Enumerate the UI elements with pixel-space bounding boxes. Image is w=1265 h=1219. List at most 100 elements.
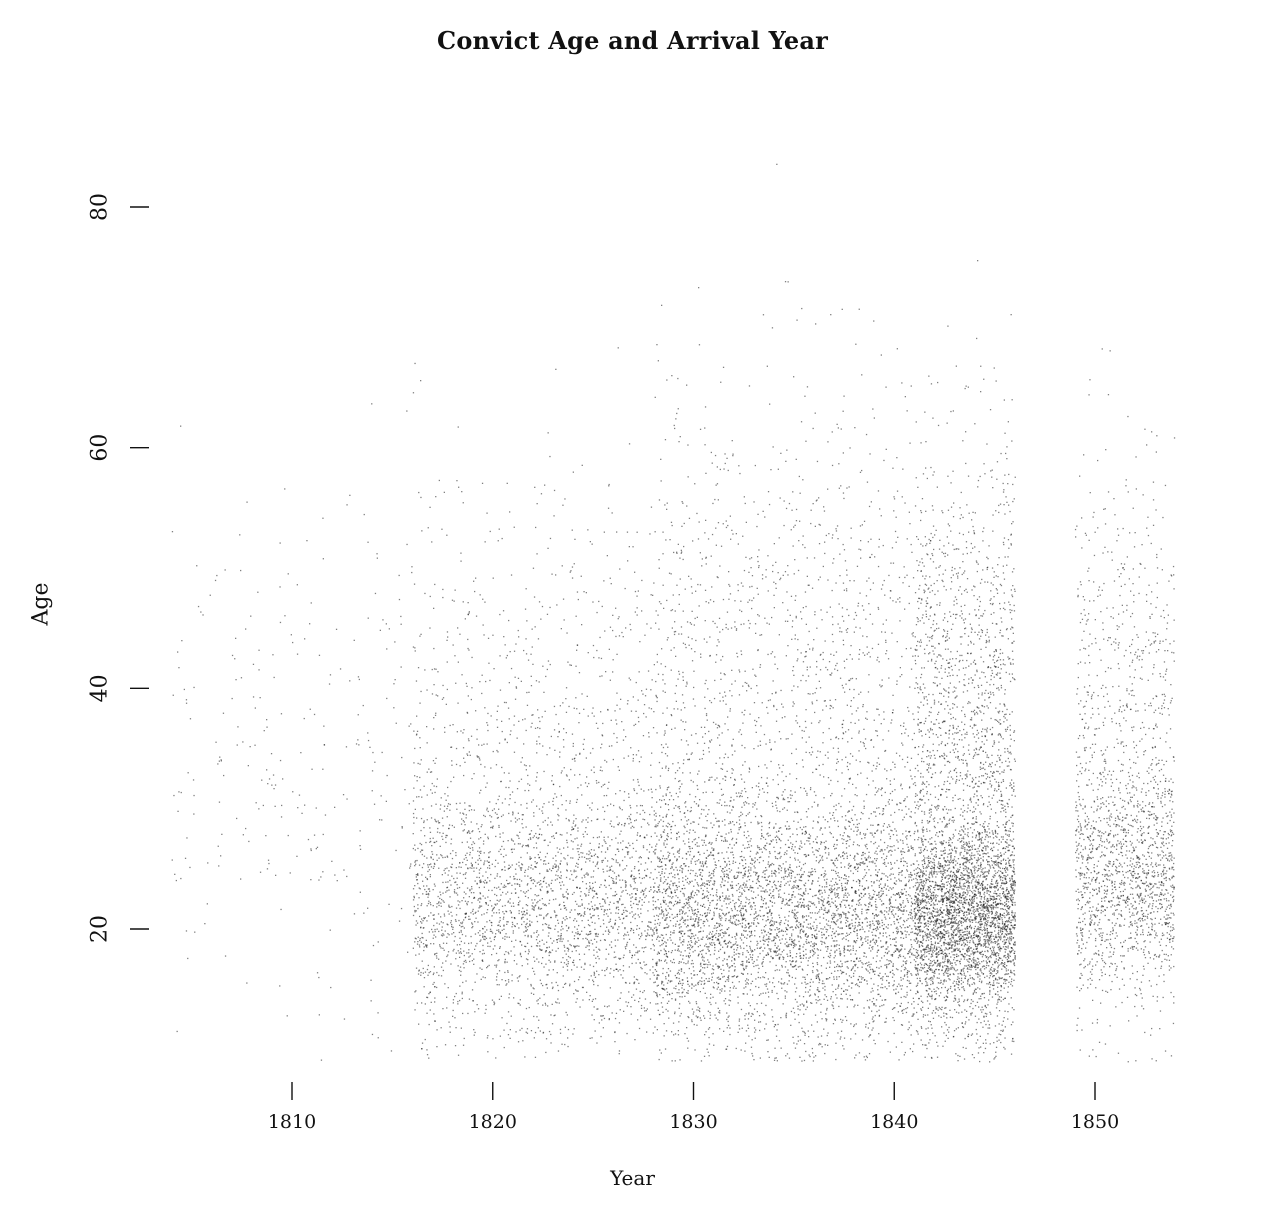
data-point <box>565 774 568 776</box>
data-point <box>471 857 473 859</box>
data-point <box>524 871 526 873</box>
data-point <box>436 928 438 930</box>
data-point <box>452 928 454 930</box>
data-point <box>422 972 424 974</box>
data-point <box>427 864 429 866</box>
data-point <box>579 905 581 907</box>
data-point <box>510 730 512 732</box>
data-point <box>567 940 569 942</box>
data-point <box>676 949 679 952</box>
data-point <box>549 606 551 609</box>
data-point <box>418 864 421 866</box>
data-point <box>519 1029 521 1031</box>
data-point <box>608 745 611 747</box>
data-point <box>663 901 666 904</box>
data-point <box>618 806 621 808</box>
data-point <box>908 879 910 881</box>
data-point <box>463 774 465 777</box>
data-point <box>516 819 518 821</box>
data-point <box>414 849 416 851</box>
data-point <box>694 909 697 911</box>
data-point <box>546 983 548 986</box>
data-point <box>601 860 603 862</box>
data-point <box>642 991 644 994</box>
data-point <box>377 1012 379 1014</box>
data-point <box>767 937 770 940</box>
data-point <box>440 1027 442 1029</box>
data-point <box>711 973 713 975</box>
data-point <box>560 937 562 939</box>
data-point <box>583 874 585 876</box>
data-point <box>873 843 875 845</box>
data-point <box>433 785 435 787</box>
data-point <box>557 851 559 853</box>
data-point <box>485 680 487 683</box>
data-point <box>773 880 776 882</box>
data-point <box>852 909 855 911</box>
data-point <box>526 922 528 925</box>
data-point <box>447 910 449 912</box>
data-point <box>651 806 653 808</box>
data-point <box>498 929 500 931</box>
data-point <box>620 895 622 897</box>
data-point <box>433 1013 435 1015</box>
data-point <box>649 876 651 879</box>
data-point <box>515 939 517 941</box>
data-point <box>460 922 462 924</box>
data-point <box>765 924 767 926</box>
data-point <box>487 637 490 639</box>
data-point <box>447 786 449 789</box>
data-point <box>561 921 563 923</box>
data-point <box>513 946 515 948</box>
data-point <box>822 913 825 915</box>
data-point <box>877 923 880 926</box>
data-point <box>572 822 574 824</box>
data-point <box>555 981 557 984</box>
data-point <box>503 924 505 926</box>
data-point <box>578 934 581 936</box>
data-point <box>438 822 440 824</box>
data-point <box>546 914 548 916</box>
data-point <box>560 933 562 935</box>
data-point <box>349 680 351 682</box>
data-point <box>530 867 532 869</box>
data-point <box>886 936 888 938</box>
data-point <box>767 952 769 954</box>
data-point <box>666 813 668 816</box>
data-point <box>641 610 643 612</box>
data-point <box>849 994 851 997</box>
data-point <box>651 679 653 681</box>
data-point <box>471 923 474 925</box>
data-point <box>410 723 412 725</box>
data-point <box>604 810 606 813</box>
data-point <box>614 854 617 856</box>
data-point <box>587 804 589 806</box>
data-point <box>469 805 471 807</box>
data-point <box>739 910 741 912</box>
data-point <box>879 926 881 928</box>
data-point <box>435 694 437 696</box>
data-point <box>474 880 476 882</box>
data-point <box>465 913 467 915</box>
data-point <box>465 980 467 982</box>
data-point <box>644 1010 646 1012</box>
data-point <box>533 879 535 881</box>
data-point <box>618 957 620 959</box>
data-point <box>617 999 619 1001</box>
data-point <box>650 708 653 710</box>
data-point <box>570 570 572 572</box>
data-point <box>613 804 615 807</box>
data-point <box>741 795 743 798</box>
data-point <box>821 931 823 934</box>
data-point <box>690 779 692 782</box>
data-point <box>412 392 415 394</box>
data-point <box>336 880 338 882</box>
data-point <box>789 952 791 954</box>
data-point <box>427 974 429 976</box>
data-point <box>871 931 873 933</box>
data-point <box>616 704 618 706</box>
data-point <box>286 1015 288 1017</box>
data-point <box>540 883 542 885</box>
data-point <box>310 879 312 881</box>
data-point <box>736 876 739 878</box>
